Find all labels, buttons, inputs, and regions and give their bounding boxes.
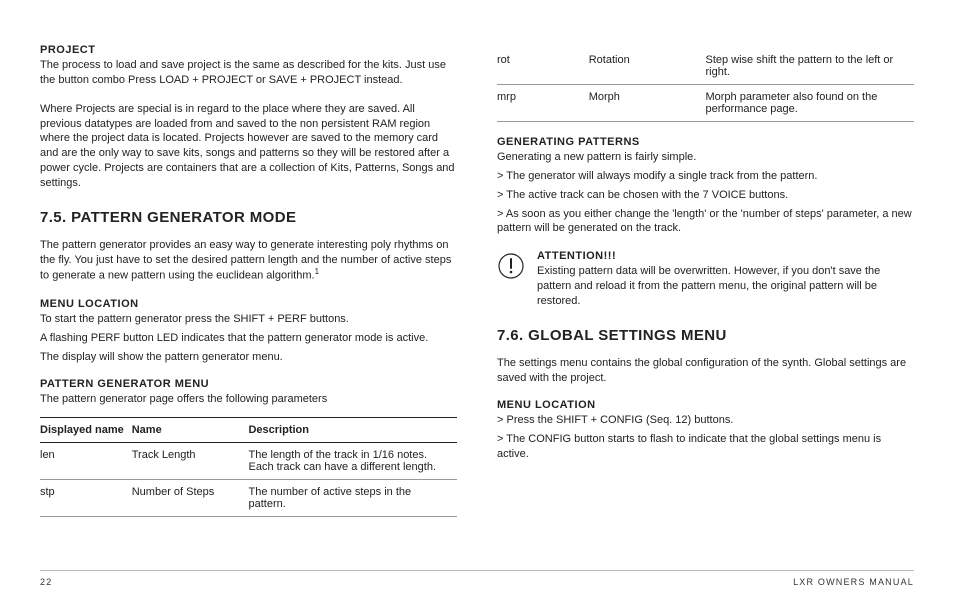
pgmenu-heading: PATTERN GENERATOR MENU <box>40 378 457 390</box>
project-paragraph-2: Where Projects are special is in regard … <box>40 102 457 191</box>
table-row: stp Number of Steps The number of active… <box>40 480 457 517</box>
table-cell: Rotation <box>589 48 706 85</box>
section-7-5-heading: 7.5. PATTERN GENERATOR MODE <box>40 209 457 226</box>
gs-line-1: > Press the SHIFT + CONFIG (Seq. 12) but… <box>497 413 914 428</box>
attention-heading: ATTENTION!!! <box>537 250 914 262</box>
right-column: rot Rotation Step wise shift the pattern… <box>497 44 914 552</box>
table-cell: Morph <box>589 85 706 122</box>
attention-text: ATTENTION!!! Existing pattern data will … <box>537 250 914 309</box>
menu-location-line-2: A flashing PERF button LED indicates tha… <box>40 331 457 346</box>
project-heading: PROJECT <box>40 44 457 56</box>
pattern-generator-table: Displayed name Name Description len Trac… <box>40 417 457 517</box>
pgm-paragraph-text: The pattern generator provides an easy w… <box>40 239 451 282</box>
table-cell: Track Length <box>132 443 249 480</box>
left-column: PROJECT The process to load and save pro… <box>40 44 457 552</box>
page-footer: 22 LXR OWNERS MANUAL <box>40 570 914 587</box>
table-header-row: Displayed name Name Description <box>40 418 457 443</box>
page-number: 22 <box>40 577 52 587</box>
gen-line-2: > The generator will always modify a sin… <box>497 169 914 184</box>
footer-title: LXR OWNERS MANUAL <box>793 577 914 587</box>
gen-line-1: Generating a new pattern is fairly simpl… <box>497 150 914 165</box>
table-cell: The length of the track in 1/16 notes. E… <box>248 443 457 480</box>
table-row: rot Rotation Step wise shift the pattern… <box>497 48 914 85</box>
table-cell: mrp <box>497 85 589 122</box>
footnote-marker: 1 <box>315 267 319 276</box>
table-row: mrp Morph Morph parameter also found on … <box>497 85 914 122</box>
attention-icon <box>497 252 525 309</box>
page: PROJECT The process to load and save pro… <box>0 0 954 611</box>
gen-line-3: > The active track can be chosen with th… <box>497 188 914 203</box>
table-cell: Step wise shift the pattern to the left … <box>705 48 914 85</box>
two-column-layout: PROJECT The process to load and save pro… <box>40 44 914 552</box>
gen-line-4: > As soon as you either change the 'leng… <box>497 207 914 237</box>
attention-callout: ATTENTION!!! Existing pattern data will … <box>497 250 914 309</box>
table-header-name: Name <box>132 418 249 443</box>
attention-body: Existing pattern data will be overwritte… <box>537 264 914 309</box>
gs-line-2: > The CONFIG button starts to flash to i… <box>497 432 914 462</box>
table-header-displayed-name: Displayed name <box>40 418 132 443</box>
menu-location-line-3: The display will show the pattern genera… <box>40 350 457 365</box>
project-paragraph-1: The process to load and save project is … <box>40 58 457 88</box>
table-cell: The number of active steps in the patter… <box>248 480 457 517</box>
section-7-6-heading: 7.6. GLOBAL SETTINGS MENU <box>497 327 914 344</box>
pgmenu-intro: The pattern generator page offers the fo… <box>40 392 457 407</box>
table-cell: len <box>40 443 132 480</box>
pattern-generator-table-continued: rot Rotation Step wise shift the pattern… <box>497 48 914 122</box>
table-cell: rot <box>497 48 589 85</box>
table-row: len Track Length The length of the track… <box>40 443 457 480</box>
table-cell: stp <box>40 480 132 517</box>
table-cell: Morph parameter also found on the perfor… <box>705 85 914 122</box>
gs-paragraph: The settings menu contains the global co… <box>497 356 914 386</box>
gs-menu-location-heading: MENU LOCATION <box>497 399 914 411</box>
table-header-description: Description <box>248 418 457 443</box>
menu-location-line-1: To start the pattern generator press the… <box>40 312 457 327</box>
generating-patterns-heading: GENERATING PATTERNS <box>497 136 914 148</box>
table-cell: Number of Steps <box>132 480 249 517</box>
menu-location-heading: MENU LOCATION <box>40 298 457 310</box>
pgm-paragraph: The pattern generator provides an easy w… <box>40 238 457 284</box>
